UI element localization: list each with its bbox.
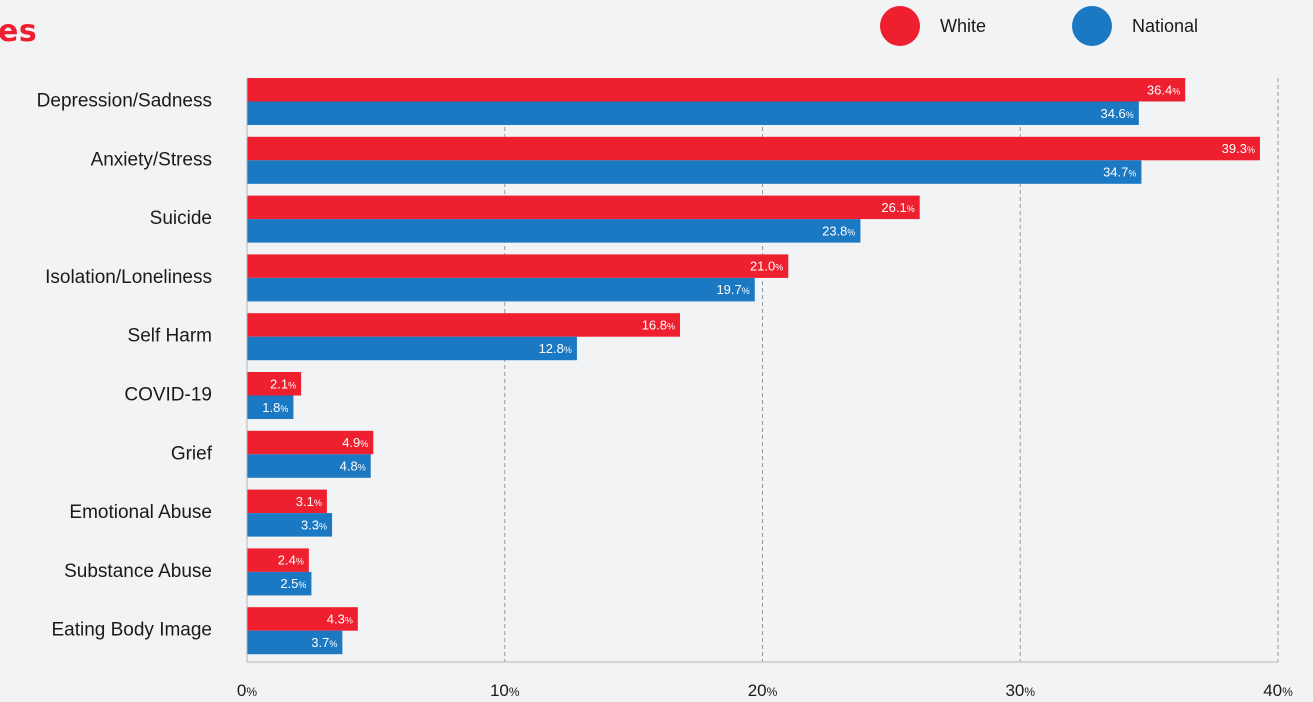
legend-label-white: White [940,15,987,36]
x-tick-label: 10% [490,681,520,700]
category-label: Grief [171,443,213,464]
data-label: 2.4% [278,553,304,568]
bar-national [247,101,1139,125]
data-label: 4.9% [342,435,368,450]
legend-swatch-white [880,6,920,46]
bar-white [247,372,302,396]
legend-label-national: National [1132,15,1199,36]
data-label: 3.3% [301,517,327,532]
x-tick-label: 30% [1005,681,1035,700]
data-label: 2.1% [270,376,296,391]
bar-national [247,630,343,655]
data-label: 3.7% [311,635,337,650]
category-label: Suicide [150,208,212,229]
bar-white [247,313,681,337]
category-label: Self Harm [128,326,212,347]
chart-title: es [0,14,38,49]
legend-item-national: National [1072,6,1199,46]
bar-national [247,513,333,537]
bar-national [247,160,1142,184]
data-label: 23.8% [822,223,855,238]
data-label: 26.1% [881,200,914,215]
category-label: Isolation/Loneliness [45,267,212,288]
x-tick-label: 40% [1263,681,1293,700]
bar-national [247,395,294,419]
data-label: 34.6% [1100,106,1133,121]
data-label: 12.8% [539,341,572,356]
category-label: Substance Abuse [64,561,212,582]
data-label: 34.7% [1103,165,1136,180]
data-label: 1.8% [262,400,288,415]
bar-white [247,78,1186,102]
bar-white [247,430,374,455]
category-label: COVID-19 [124,385,212,406]
category-label: Anxiety/Stress [91,149,212,170]
category-label: Emotional Abuse [69,502,212,523]
bar-national [247,277,755,302]
bar-white [247,607,358,631]
bar-national [247,336,577,361]
category-label: Depression/Sadness [37,91,212,112]
bar-national [247,219,861,243]
bar-white [247,489,327,514]
data-label: 2.5% [280,576,306,591]
data-label: 36.4% [1147,82,1180,97]
x-tick-label: 0% [237,681,257,700]
data-label: 4.3% [327,611,353,626]
data-label: 19.7% [716,282,749,297]
bar-white [247,548,309,572]
data-label: 21.0% [750,259,783,274]
data-label: 39.3% [1222,141,1255,156]
data-label: 3.1% [296,494,322,509]
bar-national [247,454,371,478]
legend-swatch-national [1072,6,1112,46]
bar-national [247,571,312,596]
x-tick-label: 20% [748,681,778,700]
data-label: 16.8% [642,317,675,332]
bar-white [247,136,1260,161]
category-label: Eating Body Image [51,620,212,641]
legend-item-white: White [880,6,987,46]
data-label: 4.8% [340,459,366,474]
bar-white [247,254,789,278]
bar-white [247,195,920,220]
